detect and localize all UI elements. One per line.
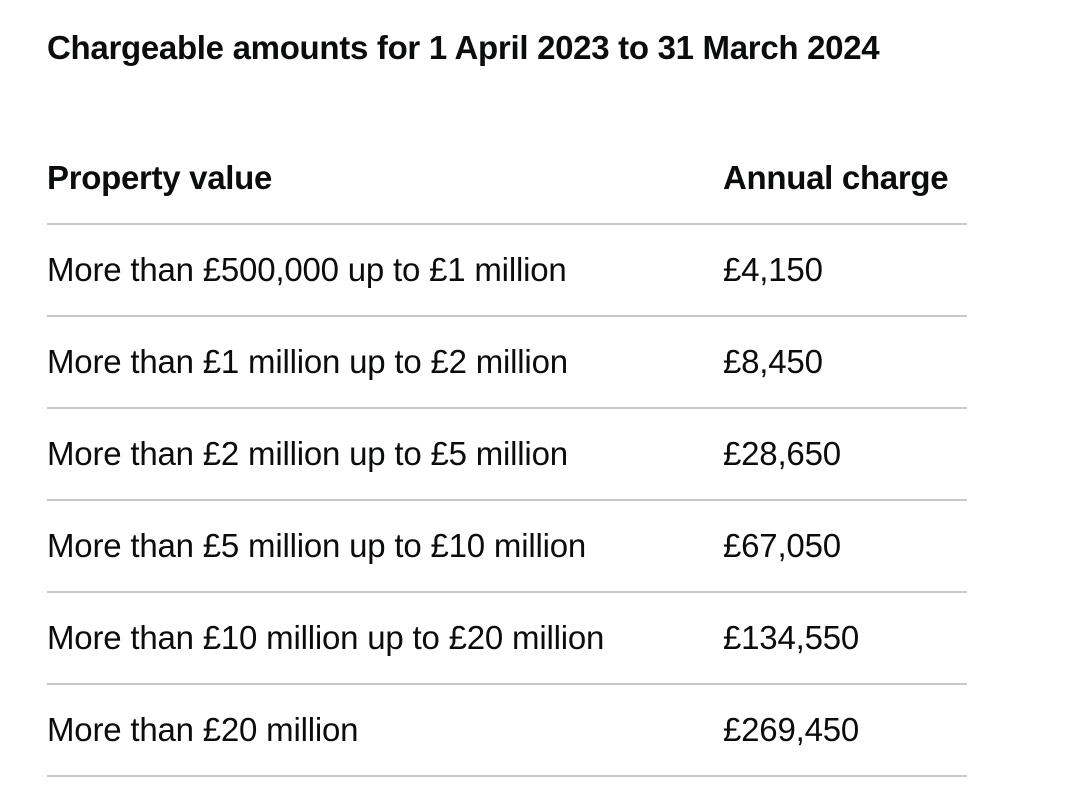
table-row: More than £20 million £269,450 (47, 684, 967, 777)
table-row: More than £10 million up to £20 million … (47, 592, 967, 685)
property-value-cell: More than £20 million (47, 684, 723, 777)
table-caption: Chargeable amounts for 1 April 2023 to 3… (47, 29, 880, 66)
annual-charge-cell: £67,050 (723, 500, 967, 593)
annual-charge-cell: £134,550 (723, 592, 967, 685)
annual-charge-cell: £4,150 (723, 224, 967, 317)
header-annual-charge: Annual charge (723, 133, 967, 225)
table-row: More than £1 million up to £2 million £8… (47, 316, 967, 409)
header-property-value: Property value (47, 133, 723, 225)
annual-charge-cell: £8,450 (723, 316, 967, 409)
chargeable-amounts-table: Property value Annual charge More than £… (47, 133, 967, 777)
table-row: More than £500,000 up to £1 million £4,1… (47, 224, 967, 317)
table-header-row: Property value Annual charge (47, 133, 967, 225)
annual-charge-cell: £28,650 (723, 408, 967, 501)
property-value-cell: More than £5 million up to £10 million (47, 500, 723, 593)
property-value-cell: More than £2 million up to £5 million (47, 408, 723, 501)
table-row: More than £2 million up to £5 million £2… (47, 408, 967, 501)
property-value-cell: More than £500,000 up to £1 million (47, 224, 723, 317)
annual-charge-cell: £269,450 (723, 684, 967, 777)
table-row: More than £5 million up to £10 million £… (47, 500, 967, 593)
property-value-cell: More than £10 million up to £20 million (47, 592, 723, 685)
property-value-cell: More than £1 million up to £2 million (47, 316, 723, 409)
